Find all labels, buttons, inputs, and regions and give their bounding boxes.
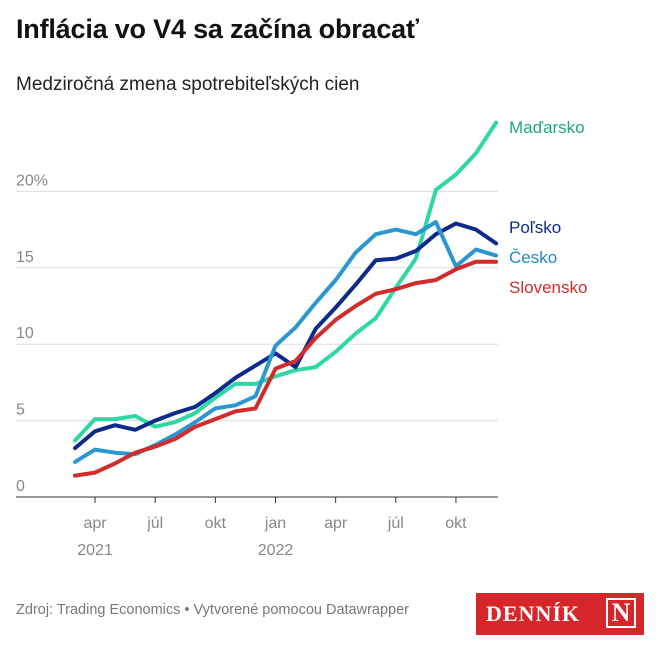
y-tick-label: 5 xyxy=(16,402,25,419)
series-label: Poľsko xyxy=(509,218,561,237)
x-tick-label: apr xyxy=(83,515,107,532)
chart-subtitle: Medziročná zmena spotrebiteľských cien xyxy=(16,74,360,95)
series-line xyxy=(73,220,499,464)
x-tick-year: 2022 xyxy=(258,542,294,559)
x-axis-ticks: apr 2021 júl okt jan 2022 apr júl okt xyxy=(77,497,467,559)
series-line xyxy=(73,221,499,451)
series-label: Česko xyxy=(509,248,557,267)
series-line xyxy=(73,120,499,443)
x-tick-label: júl xyxy=(146,515,163,532)
x-tick-year: 2021 xyxy=(77,542,113,559)
y-tick-label: 15 xyxy=(16,249,34,266)
series-lines xyxy=(73,120,499,478)
series-label: Maďarsko xyxy=(509,118,585,137)
chart-title: Inflácia vo V4 sa začína obracať xyxy=(16,14,419,44)
y-axis-ticks: 0 5 10 15 20% xyxy=(16,172,48,495)
series-line xyxy=(73,259,499,478)
logo-n-mark: N xyxy=(606,598,636,628)
y-tick-label: 0 xyxy=(16,478,25,495)
gridlines xyxy=(16,190,498,498)
y-tick-label: 10 xyxy=(16,325,34,342)
x-tick-label: júl xyxy=(387,515,404,532)
series-labels: Maďarsko Poľsko Česko Slovensko xyxy=(509,118,587,297)
x-tick-label: apr xyxy=(324,515,348,532)
x-tick-label: okt xyxy=(445,515,467,532)
source-note: Zdroj: Trading Economics • Vytvorené pom… xyxy=(16,602,410,618)
logo-text: DENNÍK xyxy=(486,601,581,626)
series-label: Slovensko xyxy=(509,278,587,297)
dennik-n-logo[interactable]: DENNÍK N xyxy=(476,593,644,635)
x-tick-label: okt xyxy=(205,515,227,532)
y-tick-label: 20% xyxy=(16,172,48,189)
x-tick-label: jan xyxy=(264,515,286,532)
